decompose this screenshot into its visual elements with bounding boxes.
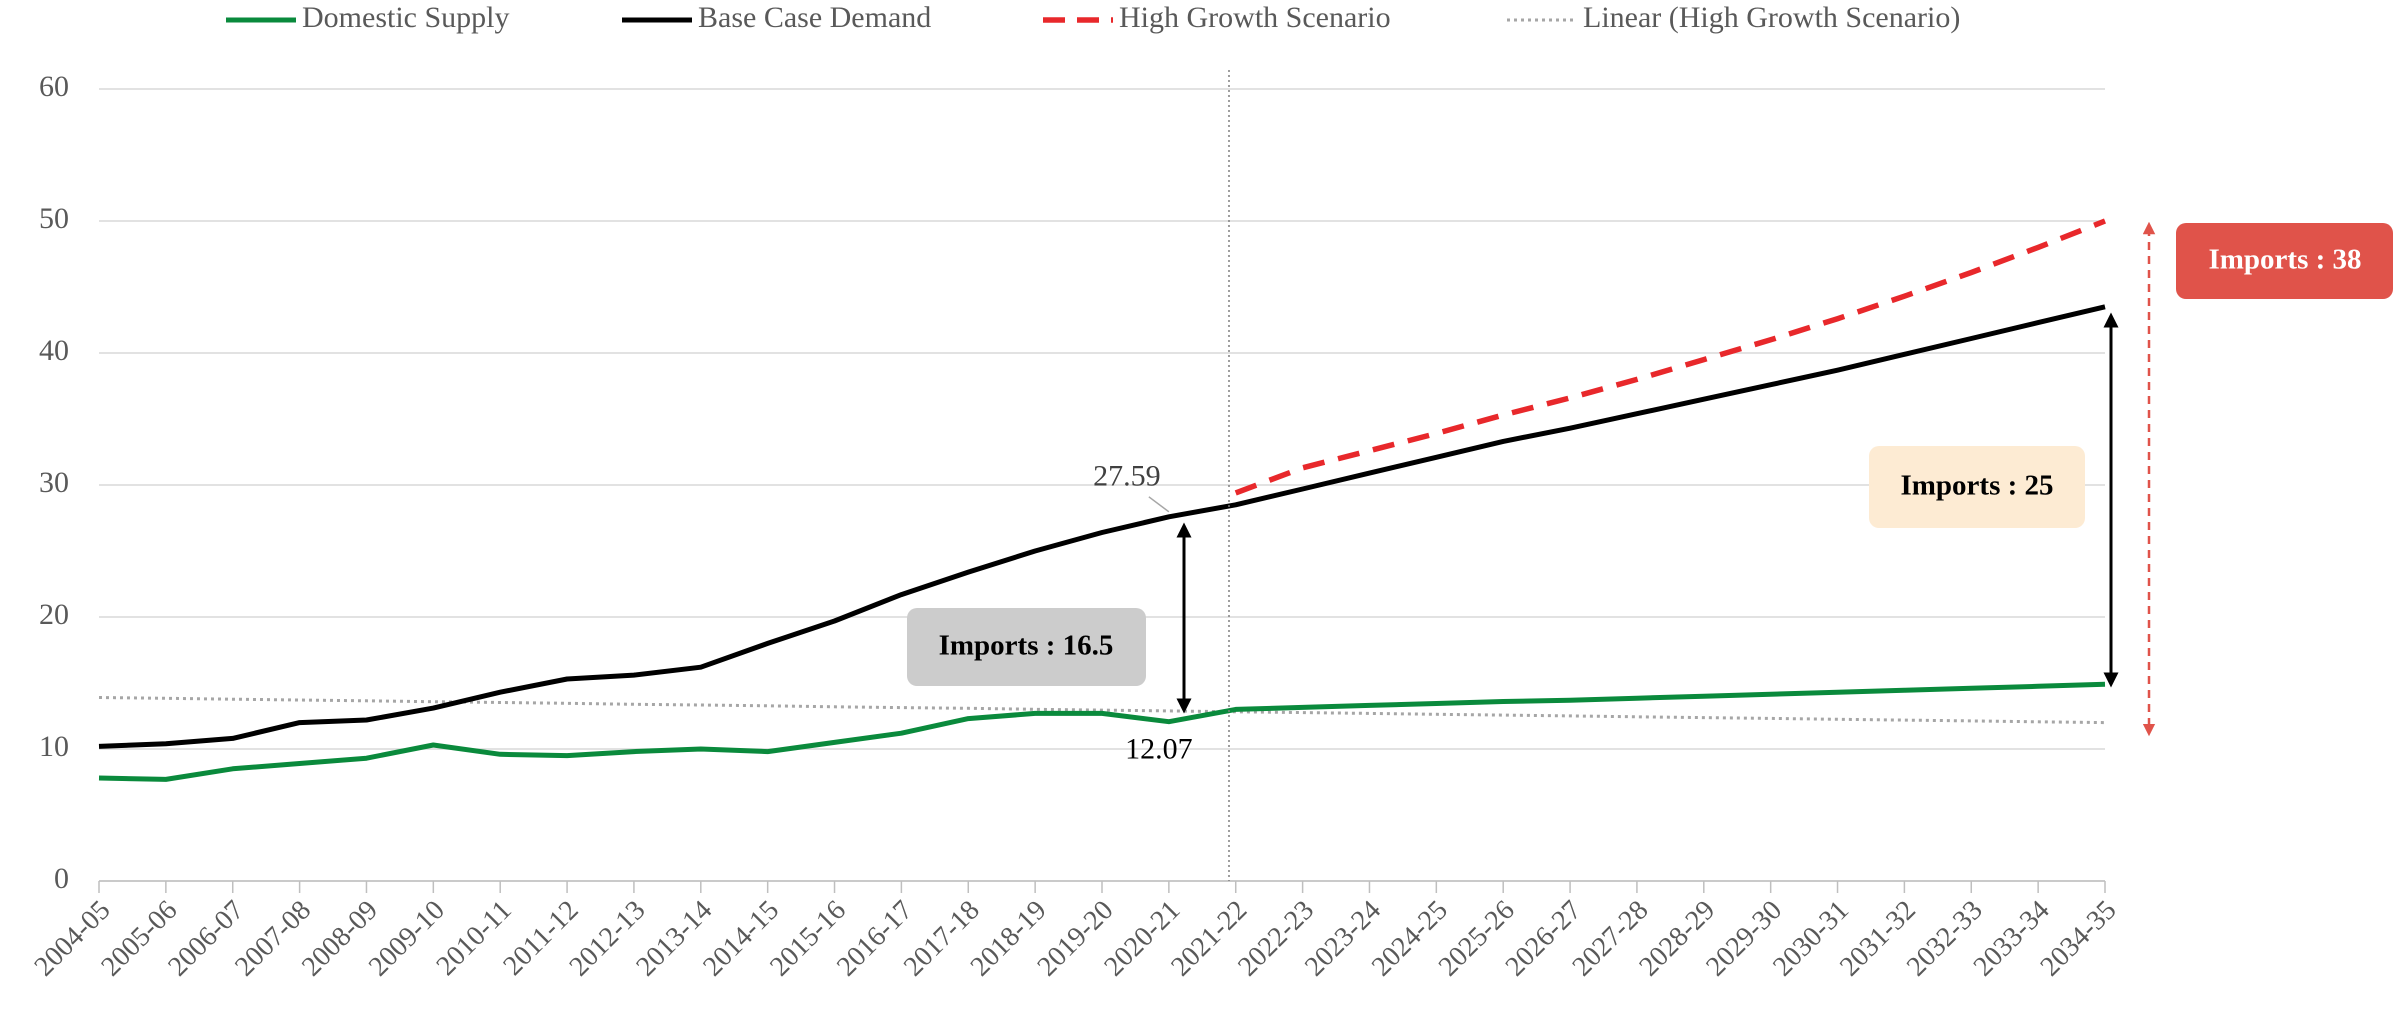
annotation-box <box>2176 223 2393 299</box>
x-tick-label: 2009-10 <box>363 895 451 983</box>
y-tick-label: 30 <box>39 466 69 499</box>
y-tick-label: 10 <box>39 730 69 763</box>
legend-label: High Growth Scenario <box>1119 1 1391 34</box>
data-label: 12.07 <box>1125 733 1193 766</box>
series-line <box>98 696 2106 725</box>
plot: 01020304050602004-052005-062006-072007-0… <box>29 1 2123 983</box>
legend-label: Base Case Demand <box>698 1 931 34</box>
series-line <box>98 681 2106 782</box>
annotation-box <box>907 608 1146 686</box>
y-tick-label: 50 <box>39 202 69 235</box>
annotation: Imports : 38 <box>2208 244 2361 276</box>
legend-label: Linear (High Growth Scenario) <box>1583 1 1960 34</box>
x-tick-label: 2034-35 <box>2035 895 2123 983</box>
annotation: Imports : 25 <box>1900 470 2053 502</box>
y-tick-label: 40 <box>39 334 69 367</box>
y-tick-label: 60 <box>39 70 69 103</box>
y-tick-label: 0 <box>54 862 69 895</box>
leader-line <box>1148 496 1170 513</box>
legend-label: Domestic Supply <box>302 1 510 34</box>
data-label: 27.59 <box>1093 460 1161 493</box>
series-line <box>98 304 2106 749</box>
series-line <box>1234 218 2107 496</box>
import-arrows: Imports : 16.5 Imports : 25 Imports : 38 <box>907 221 2393 737</box>
x-tick-label: 2010-11 <box>431 895 518 982</box>
annotation: Imports : 16.5 <box>939 630 1114 662</box>
y-tick-label: 20 <box>39 598 69 631</box>
annotation-box <box>1869 446 2085 528</box>
